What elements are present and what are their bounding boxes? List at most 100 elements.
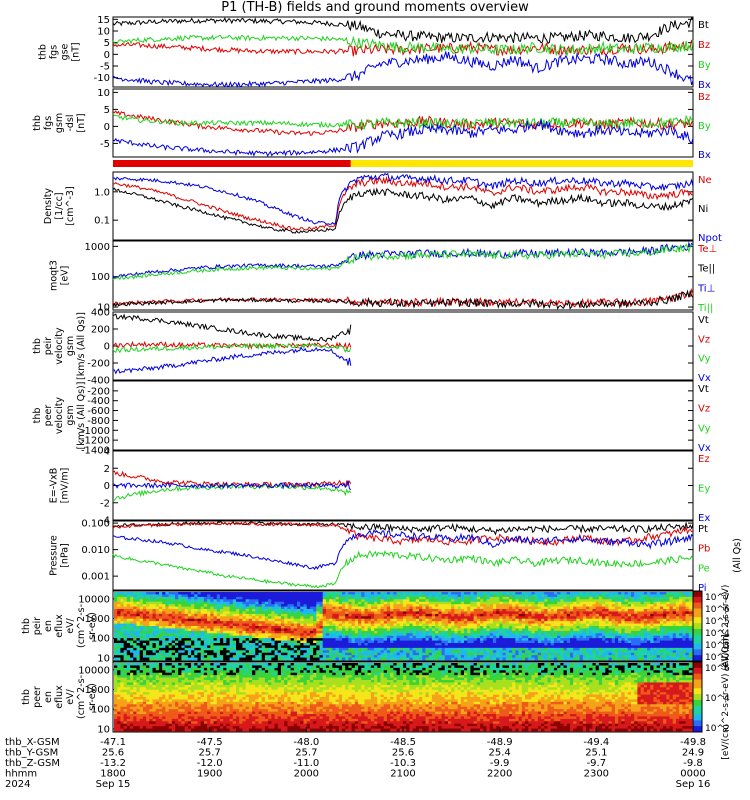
spectrogram-cell — [409, 628, 414, 632]
spectrogram-cell — [579, 652, 584, 656]
spectrogram-cell — [659, 592, 664, 595]
spectrogram-cell — [133, 623, 137, 627]
spectrogram-cell — [480, 633, 484, 637]
spectrogram-cell — [521, 618, 526, 622]
spectrogram-cell — [573, 640, 577, 644]
spectrogram-cell — [560, 623, 564, 627]
spectrogram-cell — [351, 623, 356, 627]
spectrogram-cell — [358, 655, 362, 658]
spectrogram-cell — [573, 633, 577, 637]
spectrogram-cell — [290, 623, 295, 627]
spectrogram-cell — [428, 645, 433, 649]
spectrogram-cell — [322, 626, 327, 629]
spectrogram-cell — [232, 657, 237, 661]
spectrogram-cell — [348, 626, 353, 629]
spectrogram-cell — [444, 611, 449, 615]
spectrogram-cell — [203, 616, 208, 620]
spectrogram-cell — [216, 650, 221, 654]
spectrogram-cell — [608, 626, 613, 629]
spectrogram-cell — [329, 609, 333, 612]
y-tick-label: -400 — [87, 376, 110, 387]
spectrogram-cell — [306, 626, 311, 629]
spectrogram-cell — [194, 618, 198, 622]
panel-peir_en_eflux: thb peir en eflux eV/(cm^2-s-sr-eV)100001000… — [21, 585, 731, 668]
spectrogram-cell — [390, 626, 394, 629]
spectrogram-cell — [226, 638, 230, 641]
spectrogram-cell — [637, 633, 642, 637]
spectrogram-cell — [187, 657, 192, 661]
spectrogram-cell — [483, 613, 487, 617]
spectrogram-cell — [576, 650, 581, 654]
spectrogram-cell — [325, 652, 330, 656]
spectrogram-cell — [399, 657, 404, 661]
spectrogram-cell — [117, 652, 121, 656]
spectrogram-cell — [557, 604, 561, 607]
spectrogram-cell — [280, 655, 285, 658]
spectrogram-cell — [569, 650, 574, 654]
spectrogram-cell — [650, 609, 654, 612]
spectrogram-cell — [390, 635, 394, 639]
spectrogram-cell — [120, 616, 125, 620]
y-tick-label: 2 — [104, 464, 110, 475]
spectrogram-cell — [544, 640, 548, 644]
spectrogram-cell — [316, 638, 320, 641]
spectrogram-cell — [422, 599, 426, 603]
spectrogram-cell — [126, 616, 131, 620]
spectrogram-cell — [621, 652, 625, 656]
spectrogram-cell — [563, 594, 568, 598]
spectrogram-cell — [335, 609, 340, 612]
spectrogram-cell — [627, 647, 632, 651]
spectrogram-cell — [152, 609, 157, 612]
y-axis-label: thb — [32, 338, 43, 354]
spectrogram-cell — [451, 643, 455, 646]
spectrogram-cell — [595, 599, 600, 603]
y-axis-label: peer — [43, 405, 54, 427]
spectrogram-cell — [560, 613, 564, 617]
spectrogram-cell — [460, 613, 465, 617]
spectrogram-cell — [377, 613, 381, 617]
spectrogram-cell — [146, 638, 150, 641]
spectrogram-cell — [258, 626, 263, 629]
spectrogram-cell — [245, 599, 250, 603]
spectrogram-cell — [252, 618, 256, 622]
spectrogram-cell — [467, 609, 471, 612]
spectrogram-cell — [492, 650, 497, 654]
spectrogram-cell — [277, 606, 282, 610]
spectrogram-cell — [614, 623, 619, 627]
spectrogram-cell — [386, 609, 391, 612]
spectrogram-cell — [197, 650, 202, 654]
spectrogram-cell — [476, 630, 481, 634]
spectrogram-cell — [213, 633, 218, 637]
spectrogram-cell — [203, 596, 208, 600]
spectrogram-cell — [406, 596, 410, 600]
spectrogram-cell — [390, 609, 394, 612]
spectrogram-cell — [130, 652, 134, 656]
spectrogram-cell — [126, 599, 131, 603]
spectrogram-cell — [120, 638, 125, 641]
spectrogram-cell — [589, 655, 593, 658]
y-tick-label: 0.001 — [81, 572, 110, 583]
spectrogram-cell — [162, 640, 166, 644]
spectrogram-cell — [563, 630, 568, 634]
spectrogram-cell — [563, 623, 568, 627]
y-tick-label: 1000 — [85, 242, 110, 253]
spectrogram-cell — [264, 592, 269, 595]
spectrogram-cell — [451, 630, 455, 634]
y-axis-label: gsm — [65, 405, 76, 425]
spectrogram-cell — [139, 657, 144, 661]
spectrogram-cell — [316, 609, 320, 612]
spectrogram-cell — [643, 626, 648, 629]
spectrogram-cell — [592, 599, 597, 603]
spectrogram-cell — [647, 640, 651, 644]
spectrogram-cell — [566, 643, 571, 646]
spectrogram-cell — [399, 643, 404, 646]
spectrogram-cell — [207, 638, 211, 641]
spectrogram-cell — [325, 599, 330, 603]
spectrogram-cell — [191, 618, 195, 622]
spectrogram-cell — [647, 613, 651, 617]
spectrogram-cell — [553, 599, 558, 603]
spectrogram-cell — [647, 599, 651, 603]
legend-entry: Pi — [698, 583, 707, 594]
spectrogram-cell — [621, 638, 625, 641]
spectrogram-cell — [149, 599, 153, 603]
